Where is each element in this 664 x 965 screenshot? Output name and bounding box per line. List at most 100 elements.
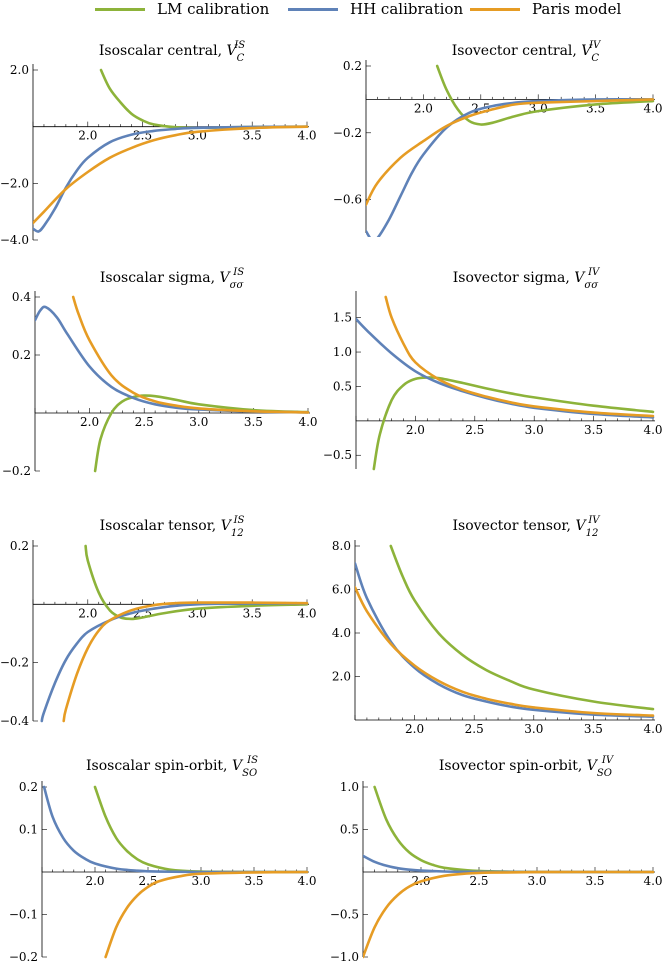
x-tick-label: 3.0 [525,423,544,437]
y-tick-label: 0.1 [19,823,38,837]
x-tick-label: 3.5 [244,415,263,429]
y-tick-label: −2.0 [0,176,29,190]
y-tick-label: 0.5 [333,379,352,393]
panel-title: Isovector tensor, V12IV [452,515,601,539]
y-tick-label: −0.2 [2,464,31,478]
series-line-lm [389,544,655,711]
series-line-hh [35,305,310,414]
y-tick-label: −0.6 [333,193,362,207]
y-tick-label: 2.0 [10,63,29,77]
series-line-lm [93,394,310,473]
x-tick-label: 3.5 [585,874,604,888]
panel-title: Isoscalar spin-orbit, VSOIS [86,755,258,779]
x-tick-label: 2.5 [469,874,488,888]
legend-label-lm: LM calibration [157,0,270,18]
y-tick-label: −0.4 [0,714,29,728]
y-tick-label: −0.2 [9,950,38,964]
series-line-paris [366,98,655,206]
series-line-paris [384,295,655,418]
panel-4: Isovector sigma, VσσIV 2.0 2.5 3.0 3.5 4.0 1.5… [323,267,663,471]
panel-3: Isoscalar sigma, VσσIS 2.0 2.5 3.0 3.5 4.0 0.4… [2,267,318,478]
y-tick-label: 0.5 [340,823,359,837]
x-tick-label: 4.0 [297,129,316,143]
y-tick-label: 1.0 [340,780,359,794]
y-tick-label: 0.4 [12,290,31,304]
x-tick-label: 3.5 [243,129,262,143]
panel-title: Isoscalar sigma, VσσIS [100,267,245,291]
legend-swatch-paris [470,7,520,11]
panel-title: Isoscalar central, VCIS [99,40,245,64]
y-tick-label: −0.5 [323,448,352,462]
panel-title: Isovector central, VCIV [452,40,602,64]
legend: LM calibration HH calibration Paris mode… [0,0,664,20]
legend-swatch-hh [288,7,338,11]
x-tick-label: 3.0 [527,874,546,888]
y-tick-label: 0.2 [19,780,38,794]
series-line-paris [33,125,309,225]
y-tick-label: 0.2 [12,348,31,362]
x-tick-label: 3.0 [524,722,543,736]
x-tick-label: 2.0 [80,415,99,429]
x-tick-label: 3.0 [189,415,208,429]
panel-title: Isovector spin-orbit, VSOIV [439,755,615,779]
x-tick-label: 3.5 [584,423,603,437]
y-tick-label: −0.2 [333,126,362,140]
legend-label-hh: HH calibration [350,0,464,18]
x-tick-label: 3.5 [584,722,603,736]
y-tick-label: 6.0 [332,583,351,597]
x-tick-label: 3.0 [191,874,210,888]
panel-6: Isovector tensor, V12IV 2.0 2.5 3.0 3.5 4.0 8.… [332,515,663,736]
x-tick-label: 4.0 [643,423,662,437]
series-line-hh [42,785,309,874]
y-tick-label: 1.0 [333,345,352,359]
x-tick-label: 2.5 [465,423,484,437]
series-line-lm [435,64,655,126]
y-tick-label: −0.5 [330,908,359,922]
y-tick-label: 2.0 [332,670,351,684]
legend-item-lm: LM calibration [95,0,269,18]
series-line-hh [33,125,309,233]
series-line-paris [62,601,309,723]
x-tick-label: 3.5 [244,874,263,888]
x-tick-label: 4.0 [297,606,316,620]
legend-item-paris: Paris model [470,0,621,18]
x-tick-label: 2.0 [78,129,97,143]
series-line-hh [355,562,655,718]
series-line-lm [99,68,309,130]
y-tick-label: 0.2 [343,59,362,73]
series-line-hh [363,854,655,874]
x-tick-label: 4.0 [643,874,662,888]
x-tick-label: 2.0 [78,606,97,620]
x-tick-label: 2.0 [85,874,104,888]
legend-item-hh: HH calibration [288,0,463,18]
y-tick-label: 0.2 [10,539,29,553]
series-line-hh [366,97,655,237]
x-tick-label: 4.0 [643,722,662,736]
y-tick-label: 8.0 [332,539,351,553]
series-line-paris [363,870,655,959]
x-tick-label: 2.0 [406,423,425,437]
series-line-paris [355,586,655,717]
legend-swatch-lm [95,7,145,11]
series-line-lm [373,785,655,874]
series-line-paris [104,870,309,959]
legend-label-paris: Paris model [532,0,622,18]
x-tick-label: 4.0 [298,415,317,429]
y-tick-label: −4.0 [0,233,29,247]
x-tick-label: 2.0 [414,101,433,115]
series-line-lm [93,785,309,874]
panel-title: Isoscalar tensor, V12IS [100,515,245,539]
series-line-hh [356,317,655,419]
x-tick-label: 3.5 [243,606,262,620]
x-tick-label: 2.0 [405,722,424,736]
y-tick-label: −0.2 [0,656,29,670]
y-tick-label: 1.5 [333,311,352,325]
y-tick-label: −0.1 [9,908,38,922]
series-line-paris [71,295,310,414]
